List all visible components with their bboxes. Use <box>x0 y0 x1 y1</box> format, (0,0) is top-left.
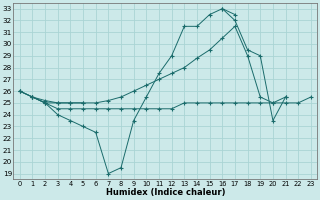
X-axis label: Humidex (Indice chaleur): Humidex (Indice chaleur) <box>106 188 225 197</box>
